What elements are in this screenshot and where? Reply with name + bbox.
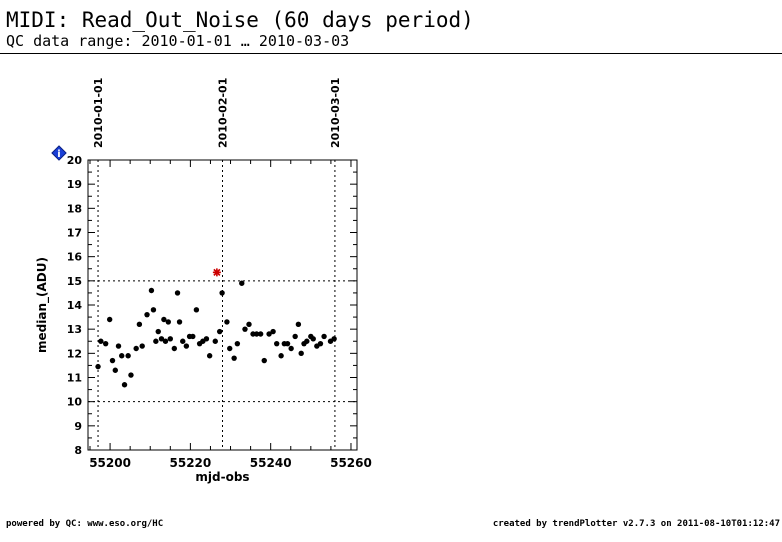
x-tick-label: 55200 <box>89 456 131 470</box>
data-point <box>206 353 213 359</box>
data-point <box>278 353 284 359</box>
y-tick-label: 11 <box>67 372 82 385</box>
data-point <box>183 343 190 349</box>
data-point <box>239 280 245 286</box>
footer-powered-by: powered by QC: www.eso.org/HC <box>6 519 164 529</box>
info-icon-glyph: i <box>57 149 60 160</box>
y-tick-label: 14 <box>67 299 83 312</box>
data-point <box>148 287 155 294</box>
y-tick-label: 17 <box>67 227 82 240</box>
data-point <box>227 345 233 352</box>
data-point <box>153 338 159 344</box>
data-point <box>331 336 337 342</box>
data-point <box>224 319 230 325</box>
data-point <box>317 340 324 347</box>
y-tick-label: 10 <box>67 396 83 409</box>
data-point <box>298 350 304 357</box>
data-point <box>98 338 104 344</box>
data-point <box>119 353 125 359</box>
data-point <box>112 367 119 373</box>
data-point <box>190 333 196 340</box>
y-tick-label: 18 <box>67 202 82 215</box>
data-point <box>162 338 169 344</box>
data-point <box>257 331 264 337</box>
x-axis: 55200 55220 55240 55260 <box>89 160 372 470</box>
data-point <box>246 321 252 328</box>
x-tick-label: 55220 <box>170 456 212 470</box>
data-point <box>139 343 145 349</box>
data-point <box>193 307 200 313</box>
data-point <box>310 336 316 342</box>
data-point <box>274 340 280 347</box>
y-tick-label: 15 <box>67 275 82 288</box>
data-point <box>231 355 237 361</box>
data-point <box>155 328 161 335</box>
data-point <box>216 328 223 335</box>
y-tick-label: 16 <box>67 251 83 264</box>
date-marker-label: 2010-02-01 <box>217 78 230 148</box>
data-point <box>158 336 165 342</box>
y-axis: 8 9 10 11 12 13 14 15 16 17 18 19 20 <box>67 154 357 457</box>
data-point <box>253 331 260 337</box>
date-marker-layer: 2010-01-01 2010-02-01 2010-03-01 <box>92 78 342 450</box>
page-title: MIDI: Read_Out_Noise (60 days period) <box>6 8 474 32</box>
data-point <box>180 338 186 344</box>
data-point <box>161 316 167 323</box>
data-point <box>270 328 276 335</box>
data-range-subtitle: QC data range: 2010-01-01 … 2010-03-03 <box>6 32 350 50</box>
data-point <box>295 321 302 328</box>
data-point <box>242 326 248 332</box>
data-point <box>128 372 134 378</box>
data-point <box>304 338 310 344</box>
data-point <box>125 353 131 359</box>
data-point <box>219 290 225 296</box>
x-tick-label: 55260 <box>330 456 372 470</box>
data-point <box>174 290 181 296</box>
data-point <box>261 357 267 364</box>
data-point <box>171 345 178 352</box>
data-point <box>167 336 174 342</box>
data-point <box>95 363 101 370</box>
data-point <box>133 345 139 352</box>
data-point <box>115 343 122 349</box>
data-points <box>95 280 337 388</box>
date-marker-label: 2010-03-01 <box>329 78 342 148</box>
data-point <box>144 311 150 318</box>
data-point <box>234 340 241 347</box>
x-tick-label: 55240 <box>250 456 292 470</box>
data-point <box>106 316 113 323</box>
data-point <box>203 336 210 342</box>
data-point <box>109 357 116 364</box>
data-point <box>136 321 143 328</box>
data-point <box>212 338 218 344</box>
data-point <box>102 340 109 347</box>
data-point <box>266 331 272 337</box>
data-point <box>121 382 128 388</box>
y-tick-label: 13 <box>67 323 82 336</box>
data-point <box>176 319 183 325</box>
x-axis-label: mjd-obs <box>195 470 249 484</box>
header-divider <box>0 53 782 54</box>
y-tick-label: 9 <box>74 420 82 433</box>
y-tick-label: 12 <box>67 347 82 360</box>
y-tick-label: 20 <box>67 154 83 167</box>
outlier-core <box>215 270 219 274</box>
data-point <box>165 319 171 325</box>
info-icon-diamond <box>51 145 67 161</box>
footer-created-by: created by trendPlotter v2.7.3 on 2011-0… <box>492 519 780 529</box>
data-point <box>284 340 291 347</box>
data-point <box>150 307 157 313</box>
y-axis-label: median_(ADU) <box>35 257 50 353</box>
y-tick-label: 19 <box>67 178 82 191</box>
data-point <box>321 333 327 340</box>
info-icon[interactable]: i <box>51 145 67 161</box>
date-marker-label: 2010-01-01 <box>92 78 105 148</box>
y-tick-label: 8 <box>74 444 82 457</box>
data-point <box>288 345 294 352</box>
outlier-points <box>212 268 221 277</box>
data-point <box>292 333 298 340</box>
outlier-point <box>212 268 221 277</box>
